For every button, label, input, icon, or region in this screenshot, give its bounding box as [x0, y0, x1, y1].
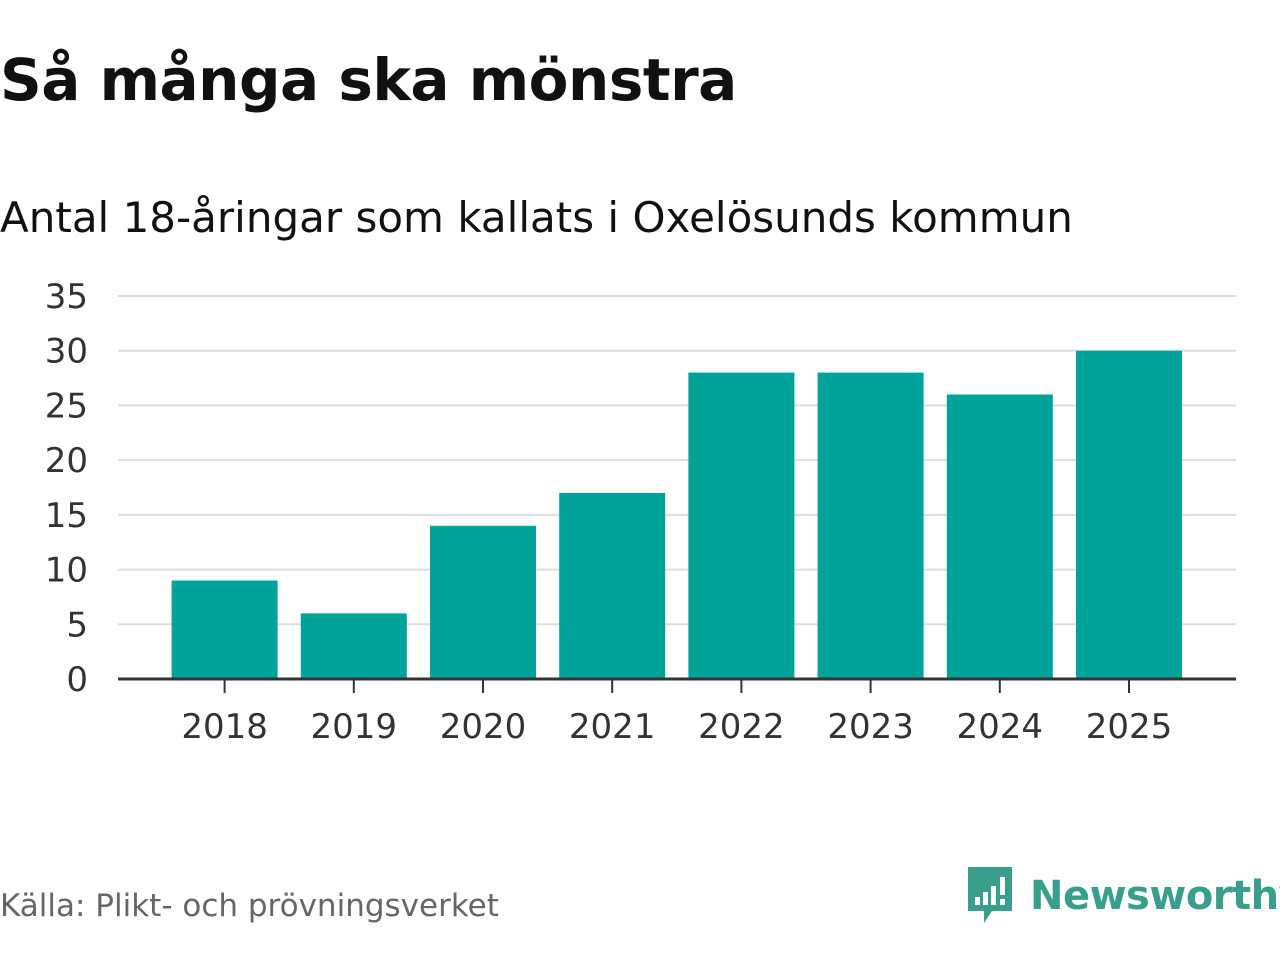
source-note: Källa: Plikt- och prövningsverket [0, 888, 499, 924]
x-tick-label: 2023 [827, 707, 914, 747]
y-tick-label: 5 [66, 605, 88, 645]
y-tick-label: 0 [66, 660, 88, 700]
brand-name: Newsworthy [1030, 873, 1280, 919]
x-tick-label: 2020 [440, 707, 527, 747]
bar [688, 372, 795, 679]
bar [817, 372, 924, 679]
y-tick-label: 15 [45, 496, 88, 536]
brand[interactable]: Newsworthy [964, 864, 1280, 928]
bar [300, 613, 407, 679]
bar [430, 525, 536, 679]
x-tick-label: 2019 [311, 707, 398, 747]
x-tick-label: 2018 [181, 707, 268, 747]
x-tick-label: 2021 [569, 707, 656, 747]
bar [946, 394, 1053, 679]
y-tick-label: 25 [45, 386, 88, 426]
y-tick-label: 35 [45, 277, 88, 317]
y-tick-label: 30 [45, 332, 88, 372]
x-tick-label: 2024 [957, 707, 1044, 747]
chart-subtitle: Antal 18-åringar som kallats i Oxelösund… [0, 193, 1073, 242]
chart-title: Så många ska mönstra [0, 46, 737, 114]
y-tick-label: 20 [45, 441, 88, 481]
y-tick-label: 10 [45, 551, 88, 591]
newsworthy-logo-icon [968, 867, 1012, 923]
x-tick-label: 2025 [1086, 707, 1173, 747]
bar [171, 580, 278, 679]
x-tick-label: 2022 [698, 707, 785, 747]
bar [559, 492, 666, 679]
bar [1076, 350, 1182, 679]
